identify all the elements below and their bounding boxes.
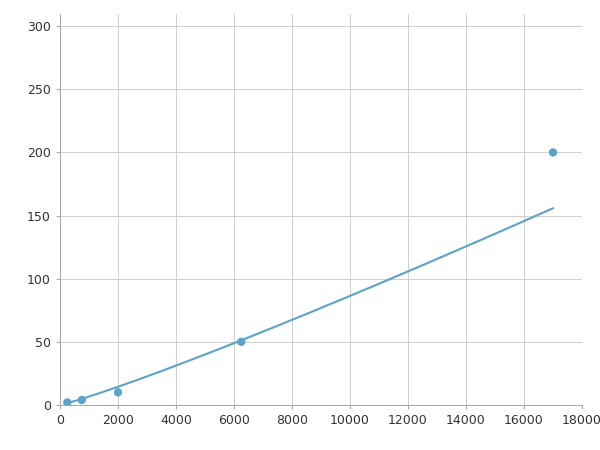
Point — [548, 149, 558, 156]
Point — [62, 399, 72, 406]
Point — [77, 396, 86, 404]
Point — [113, 389, 123, 396]
Point — [236, 338, 246, 346]
